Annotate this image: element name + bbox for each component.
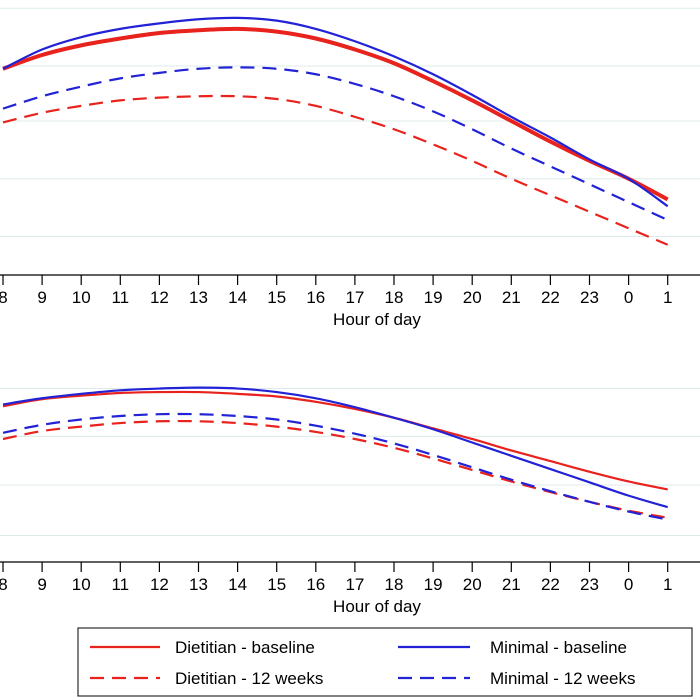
x-tick-label-bottom-10: 18 <box>385 575 404 594</box>
x-ticks-bottom: 8 9 10 11 12 13 14 15 16 17 18 19 20 21 22 23 0 1 <box>0 562 672 594</box>
x-axis-title-top: Hour of day <box>333 310 421 329</box>
x-tick-label-top-16: 0 <box>624 288 633 307</box>
x-tick-label-top-17: 1 <box>663 288 672 307</box>
series-line-bottom-dietitian-12-weeks <box>2 419 668 519</box>
x-tick-label-bottom-7: 15 <box>267 575 286 594</box>
series-line-top-dietitian-12-weeks <box>2 94 669 246</box>
x-tick-label-bottom-13: 21 <box>502 575 521 594</box>
series-line-bottom-dietitian-baseline <box>2 390 668 491</box>
x-axis-title-bottom: Hour of day <box>333 597 421 616</box>
x-tick-label-top-4: 12 <box>150 288 169 307</box>
x-tick-label-bottom-0: 8 <box>0 575 8 594</box>
chart-panel-top: 8 9 10 11 12 13 14 15 16 17 18 19 20 21 22 23 0 1 Hour of… <box>0 7 700 329</box>
x-tick-label-top-5: 13 <box>189 288 208 307</box>
legend-item-minimal-12-weeks: Minimal - 12 weeks <box>398 669 636 688</box>
x-tick-label-bottom-12: 20 <box>463 575 482 594</box>
grid-top <box>0 7 700 237</box>
x-tick-label-bottom-9: 17 <box>345 575 364 594</box>
x-tick-label-top-12: 20 <box>463 288 482 307</box>
series-line-bottom-minimal-baseline <box>2 386 669 509</box>
x-tick-label-bottom-15: 23 <box>580 575 599 594</box>
x-tick-label-top-9: 17 <box>345 288 364 307</box>
series-line-bottom-minimal-12-weeks <box>2 412 668 521</box>
x-tick-label-top-1: 9 <box>37 288 46 307</box>
grid-bottom <box>0 388 700 536</box>
x-tick-label-bottom-3: 11 <box>111 575 129 594</box>
x-tick-label-bottom-8: 16 <box>306 575 325 594</box>
x-tick-label-top-2: 10 <box>72 288 91 307</box>
legend-item-dietitian-baseline: Dietitian - baseline <box>90 638 315 657</box>
legend-label-dietitian-baseline: Dietitian - baseline <box>175 638 315 657</box>
legend-label-minimal-12-weeks: Minimal - 12 weeks <box>490 669 636 688</box>
legend-label-minimal-baseline: Minimal - baseline <box>490 638 627 657</box>
series-top <box>2 16 669 246</box>
legend-label-dietitian-12-weeks: Dietitian - 12 weeks <box>175 669 323 688</box>
legend-item-minimal-baseline: Minimal - baseline <box>398 638 627 657</box>
x-tick-label-top-14: 22 <box>541 288 560 307</box>
x-tick-label-bottom-17: 1 <box>663 575 672 594</box>
x-tick-label-top-10: 18 <box>385 288 404 307</box>
series-line-top-minimal-12-weeks <box>2 66 669 222</box>
x-ticks-top: 8 9 10 11 12 13 14 15 16 17 18 19 20 21 22 23 0 1 <box>0 275 672 307</box>
x-tick-label-bottom-14: 22 <box>541 575 560 594</box>
x-tick-label-bottom-11: 19 <box>424 575 443 594</box>
x-tick-label-top-3: 11 <box>111 288 129 307</box>
x-tick-label-bottom-16: 0 <box>624 575 633 594</box>
x-tick-label-top-0: 8 <box>0 288 8 307</box>
x-tick-label-top-15: 23 <box>580 288 599 307</box>
x-tick-label-top-6: 14 <box>228 288 247 307</box>
x-tick-label-bottom-4: 12 <box>150 575 169 594</box>
series-line-top-dietitian-baseline <box>2 26 669 202</box>
x-tick-label-top-7: 15 <box>267 288 286 307</box>
x-tick-label-top-13: 21 <box>502 288 521 307</box>
series-line-top-minimal-baseline <box>2 16 669 208</box>
x-tick-label-top-8: 16 <box>306 288 325 307</box>
x-tick-label-bottom-6: 14 <box>228 575 247 594</box>
legend-box <box>77 627 693 697</box>
series-bottom <box>2 386 669 521</box>
x-tick-label-bottom-5: 13 <box>189 575 208 594</box>
legend-item-dietitian-12-weeks: Dietitian - 12 weeks <box>90 669 323 688</box>
chart-panel-bottom: 8 9 10 11 12 13 14 15 16 17 18 19 20 21 22 23 0 1 Hour of… <box>0 386 700 616</box>
x-tick-label-bottom-1: 9 <box>37 575 46 594</box>
legend: Dietitian - baseline Minimal - baseline … <box>77 627 693 697</box>
x-tick-label-top-11: 19 <box>424 288 443 307</box>
x-tick-label-bottom-2: 10 <box>72 575 91 594</box>
